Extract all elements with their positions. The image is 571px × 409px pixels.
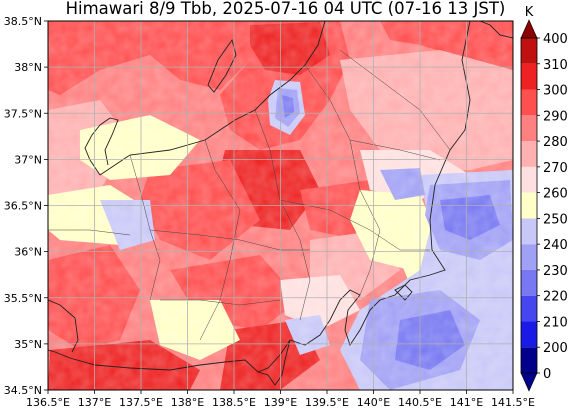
colorbar-label: 260: [543, 187, 568, 202]
y-tick-label: 36°N: [14, 246, 42, 259]
x-tick-label: 140.5°E: [398, 396, 442, 409]
colorbar-label: 220: [543, 290, 568, 305]
x-tick-label: 137°E: [78, 396, 111, 409]
colorbar: 0 200 210 220 230 240 250 260 270 280 290 300 310 400…: [520, 5, 568, 392]
colorbar-bin: [521, 347, 537, 373]
colorbar-bin: [521, 244, 537, 270]
x-tick-label: 140°E: [357, 396, 390, 409]
x-tick-label: 139°E: [264, 396, 297, 409]
colorbar-extend-over: [520, 19, 538, 39]
colorbar-label: 250: [543, 212, 568, 227]
colorbar-bin: [521, 38, 537, 64]
colorbar-label: 240: [543, 238, 568, 253]
colorbar-bin: [521, 321, 537, 348]
colorbar-bin: [521, 295, 537, 322]
y-tick-label: 38°N: [14, 61, 42, 74]
colorbar-label: 280: [543, 135, 568, 150]
map-title: Himawari 8/9 Tbb, 2025-07-16 04 UTC (07-…: [65, 0, 506, 18]
coastline-pacific-east: [429, 21, 471, 276]
colorbar-label: 310: [543, 58, 568, 73]
x-tick-label: 138°E: [171, 396, 204, 409]
colorbar-bin: [521, 63, 537, 90]
colorbar-bin: [521, 218, 537, 245]
y-tick-label: 35°N: [14, 338, 42, 351]
colorbar-label: 200: [543, 341, 568, 356]
x-tick-label: 141°E: [450, 396, 483, 409]
colorbar-unit: K: [525, 5, 534, 20]
colorbar-frame: [520, 37, 538, 374]
map-area: [48, 21, 513, 390]
coastline-boso: [344, 274, 431, 347]
map-grid: [48, 21, 513, 390]
colorbar-label: 230: [543, 264, 568, 279]
colorbar-extend-under: [520, 372, 538, 392]
y-tick-label: 37°N: [14, 153, 42, 166]
coastline-noto: [84, 117, 119, 176]
y-tick-label: 36.5°N: [4, 200, 42, 213]
colorbar-label: 290: [543, 109, 568, 124]
x-tick-label: 136.5°E: [26, 396, 70, 409]
colorbar-bin: [521, 89, 537, 116]
colorbar-bin: [521, 166, 537, 193]
map-axes: 136.5°E 137°E 137.5°E 138°E 138.5°E 139°E 139.…: [4, 15, 535, 409]
x-tick-label: 138.5°E: [212, 396, 256, 409]
colorbar-label: 0: [543, 367, 551, 382]
prefecture-borders: [48, 49, 451, 341]
coastline-tokyo-bay: [257, 289, 361, 373]
colorbar-label: 400: [543, 32, 568, 47]
colorbar-bin: [521, 141, 537, 167]
colorbar-label: 210: [543, 315, 568, 330]
x-tick-label: 141.5°E: [491, 396, 535, 409]
y-tick-label: 34.5°N: [4, 384, 42, 397]
x-tick-label: 139.5°E: [305, 396, 349, 409]
y-tick-label: 37.5°N: [4, 107, 42, 120]
y-tick-label: 38.5°N: [4, 15, 42, 28]
colorbar-bin: [521, 115, 537, 142]
coastline-izu: [48, 339, 291, 386]
sado-island: [207, 38, 237, 93]
colorbar-bin: [521, 192, 537, 219]
coastline-north-east: [470, 21, 513, 39]
colorbar-bin: [521, 269, 537, 296]
x-tick-label: 137.5°E: [119, 396, 163, 409]
colorbar-label: 270: [543, 161, 568, 176]
colorbar-label: 300: [543, 84, 568, 99]
lake: [394, 284, 413, 301]
y-tick-label: 35.5°N: [4, 292, 42, 305]
